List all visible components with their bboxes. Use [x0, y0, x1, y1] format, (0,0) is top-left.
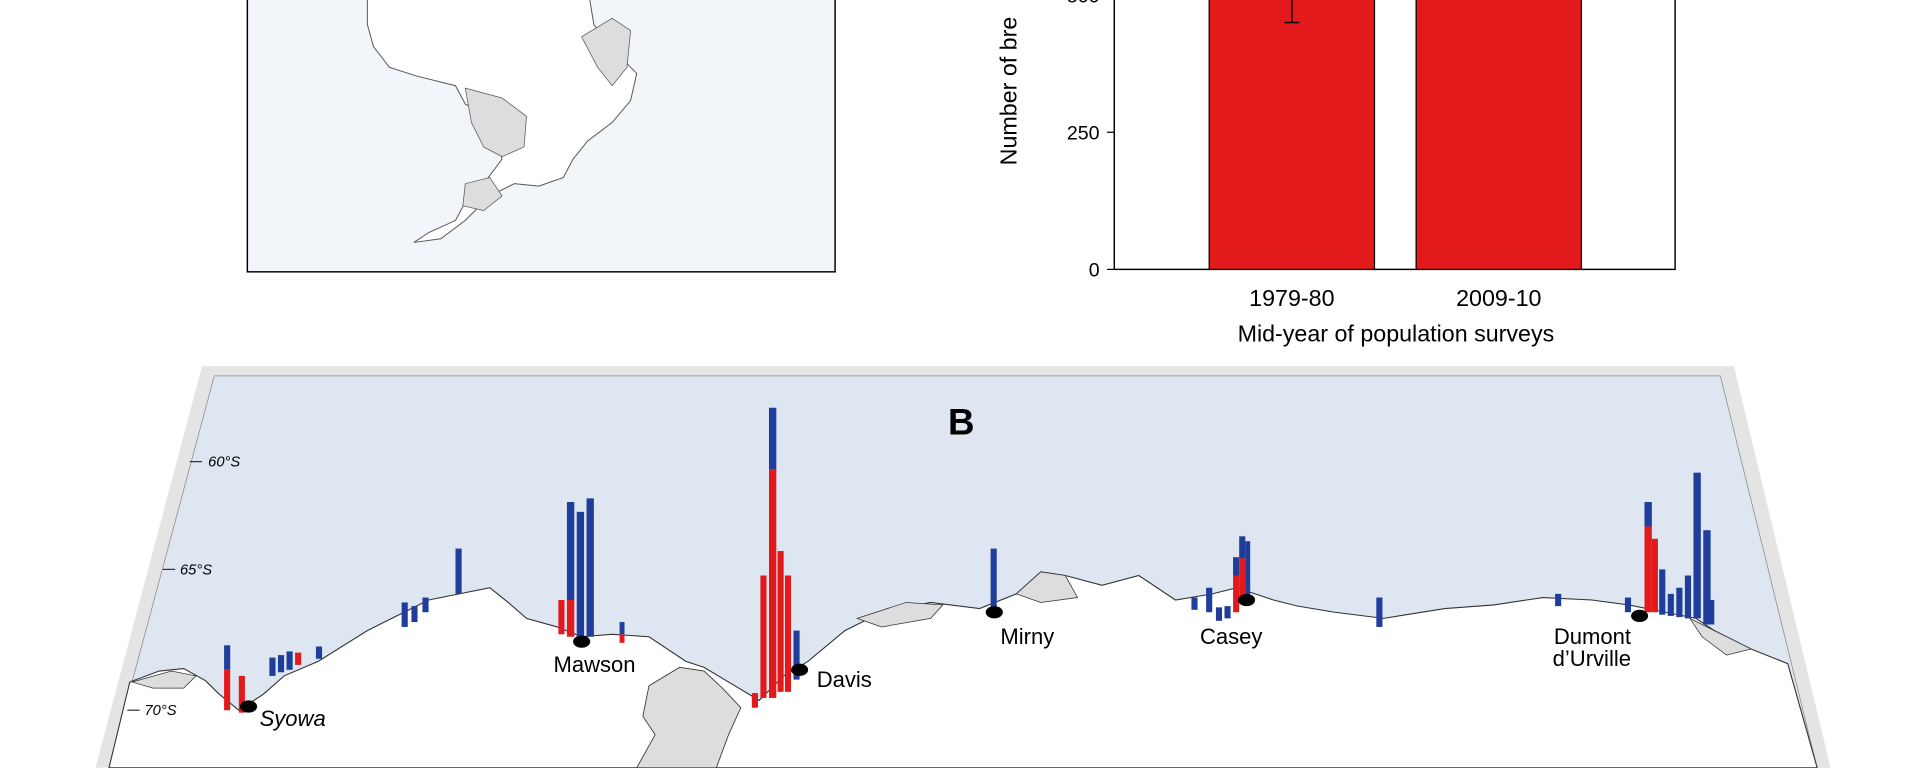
- colony-bar: [1708, 600, 1715, 625]
- y-axis-label: Number of bre: [995, 17, 1021, 166]
- bar: [1208, 0, 1376, 271]
- colony-bar: [224, 669, 231, 711]
- y-tick-label: 250: [1067, 123, 1100, 145]
- x-tick-label: 2009-10: [1456, 285, 1541, 311]
- station-dot: [985, 606, 1003, 619]
- colony-bar: [1555, 593, 1562, 607]
- station-label: Syowa: [260, 706, 326, 731]
- colony-bar: [1651, 538, 1658, 613]
- inset-map: [246, 0, 836, 273]
- ice-shelf: [130, 670, 197, 689]
- colony-bar: [1239, 536, 1246, 559]
- latitude-label: 65°S: [180, 562, 212, 578]
- station-label: Casey: [1200, 624, 1262, 649]
- station-dot: [573, 635, 591, 648]
- colony-bar: [1191, 597, 1198, 610]
- colony-bar: [619, 634, 625, 643]
- ice-shelf: [464, 87, 527, 158]
- station-dot: [240, 700, 258, 713]
- colony-bar: [1659, 569, 1666, 615]
- colony-bar: [315, 646, 323, 659]
- x-axis-label: Mid-year of population surveys: [1238, 321, 1555, 347]
- colony-bar: [1693, 472, 1701, 619]
- colony-bar: [1703, 530, 1711, 625]
- colony-bar: [1644, 526, 1652, 613]
- colony-bar: [1644, 502, 1652, 527]
- colony-bar: [990, 548, 997, 610]
- y-tick-label: 0: [1089, 260, 1100, 282]
- station-label: Dumont: [1554, 624, 1631, 649]
- colony-bar: [1624, 597, 1632, 613]
- station-label: d’Urville: [1553, 646, 1631, 671]
- colony-bar: [751, 693, 758, 708]
- colony-bar: [586, 498, 594, 637]
- colony-bar: [269, 657, 276, 676]
- colony-bar: [1239, 558, 1246, 600]
- colony-bar: [277, 655, 285, 673]
- colony-bar: [784, 575, 792, 692]
- x-tick-label: 1979-80: [1249, 285, 1334, 311]
- colony-bar: [768, 407, 777, 469]
- colony-bar: [1245, 541, 1251, 597]
- colony-bar: [1376, 597, 1383, 627]
- bar: [1415, 0, 1583, 270]
- ice-shelf: [1688, 617, 1753, 656]
- colony-bar: [1233, 575, 1240, 613]
- latitude-label: 70°S: [144, 703, 176, 719]
- ice-shelf: [462, 177, 503, 212]
- station-label: Mirny: [1000, 624, 1054, 649]
- station-dot: [1631, 609, 1649, 623]
- colony-bar: [422, 597, 429, 613]
- panel-label: B: [948, 402, 975, 443]
- y-tick-label: 500: [1067, 0, 1100, 7]
- station-label: Mawson: [553, 652, 635, 677]
- colony-bar: [238, 675, 245, 713]
- ice-shelf: [581, 17, 631, 87]
- colony-bar: [777, 551, 784, 692]
- station-dot: [1237, 593, 1256, 607]
- colony-bar: [619, 622, 625, 635]
- map-panel: 60°S 65°S 70°S B Syowa Mawson Davis Mirn…: [95, 366, 1831, 768]
- plot-frame: [1113, 0, 1676, 271]
- colony-bar: [566, 600, 575, 637]
- station-dot: [791, 663, 809, 676]
- ice-shelf: [636, 666, 742, 768]
- colony-bar: [768, 468, 777, 698]
- colony-bar: [1676, 587, 1683, 618]
- station-label: Davis: [817, 667, 872, 692]
- latitude-label: 60°S: [208, 455, 240, 471]
- stations: [240, 593, 1649, 713]
- colony-bar: [455, 548, 462, 594]
- colony-bar: [1215, 607, 1223, 621]
- colony-bar: [1224, 606, 1231, 619]
- bar-chart: 0 250 500 1979-80 2009-10: [1067, 0, 1676, 311]
- colony-bar: [576, 511, 585, 637]
- colony-bar: [411, 606, 418, 623]
- colony-bar: [401, 602, 408, 627]
- colony-bar: [760, 575, 767, 698]
- colony-bar: [566, 502, 575, 600]
- colony-bar: [793, 630, 800, 680]
- colony-bars: [224, 407, 1715, 713]
- ice-shelf: [1015, 571, 1079, 603]
- colony-bar: [224, 645, 231, 670]
- colony-bar: [1206, 587, 1213, 613]
- colony-bar: [558, 600, 565, 635]
- colony-bar: [295, 652, 302, 665]
- colony-bar: [1233, 557, 1240, 576]
- ice-shelf: [855, 602, 944, 628]
- colony-bar: [1667, 593, 1674, 616]
- colony-bar: [286, 651, 293, 670]
- colony-bar: [1684, 575, 1692, 619]
